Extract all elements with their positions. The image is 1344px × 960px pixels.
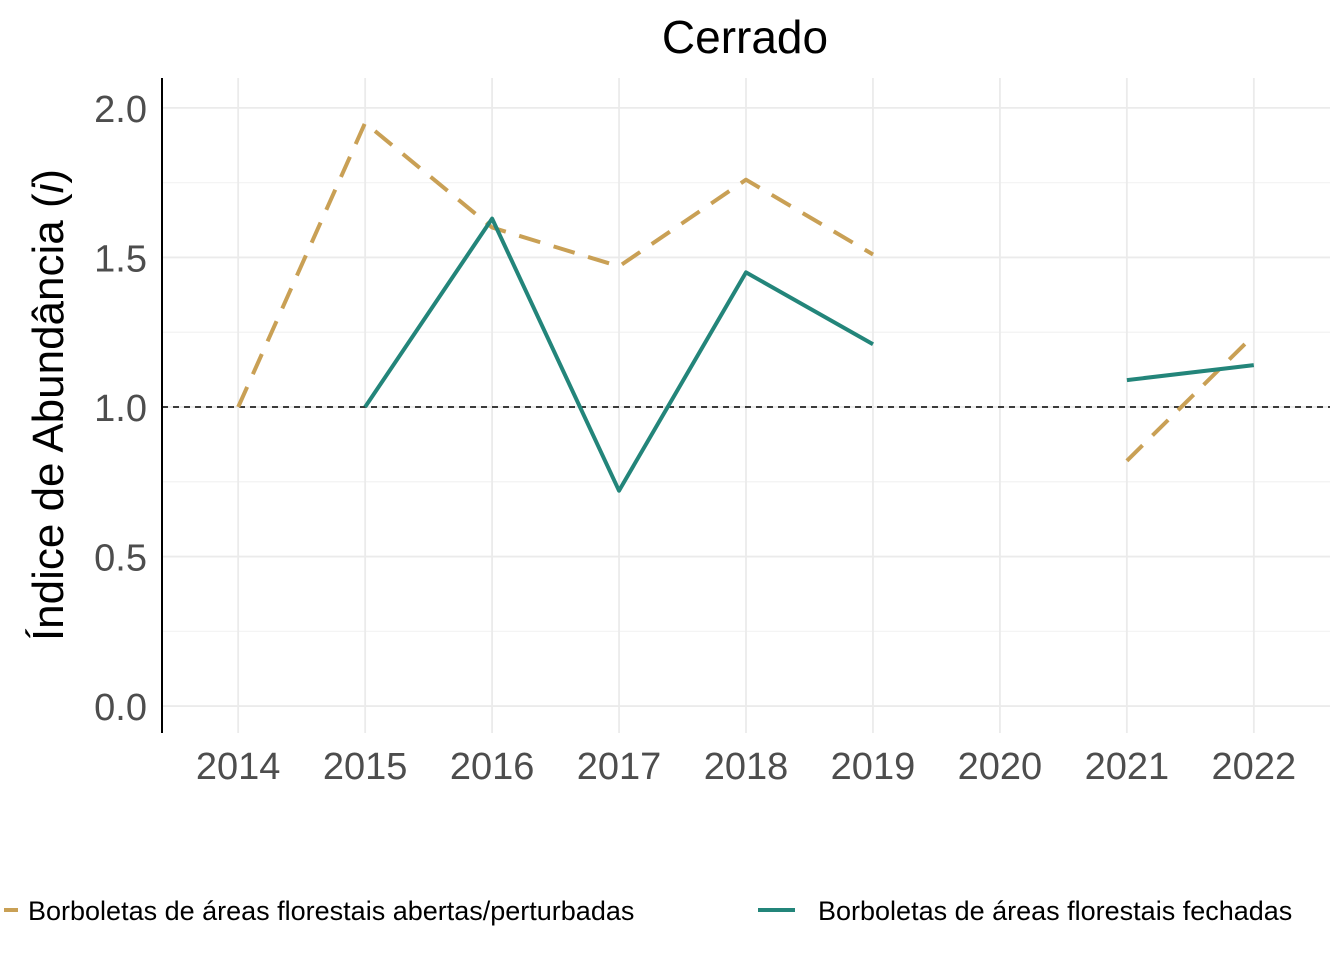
- x-tick-label: 2018: [704, 746, 789, 788]
- x-tick-label: 2019: [831, 746, 916, 788]
- legend: Borboletas de áreas florestais abertas/p…: [4, 896, 1292, 926]
- series-line-closed: [363, 216, 874, 493]
- y-tick-label: 0.5: [94, 538, 147, 580]
- series-line-open: [236, 120, 875, 408]
- y-axis-title-italic: i: [24, 182, 73, 193]
- y-axis-title-end: ): [24, 169, 73, 184]
- x-tick-label: 2021: [1085, 746, 1170, 788]
- y-tick-label: 0.0: [94, 687, 147, 729]
- x-axis-ticks: 2014 2015 2016 2017 2018 2019 2020 2021 2022: [196, 746, 1296, 788]
- legend-label-open: Borboletas de áreas florestais abertas/p…: [28, 896, 634, 926]
- x-tick-label: 2016: [450, 746, 535, 788]
- y-axis-title-main: Índice de Abundância (: [24, 193, 73, 641]
- x-tick-label: 2015: [323, 746, 408, 788]
- major-gridlines: [162, 78, 1330, 733]
- y-axis-title: Índice de Abundância (i): [24, 169, 73, 641]
- x-tick-label: 2017: [577, 746, 662, 788]
- chart-title: Cerrado: [662, 11, 828, 63]
- y-tick-label: 1.5: [94, 238, 147, 280]
- series-line-open: [1125, 333, 1256, 463]
- y-tick-label: 2.0: [94, 89, 147, 131]
- series-lines: [236, 120, 1256, 493]
- x-tick-label: 2022: [1212, 746, 1297, 788]
- y-tick-label: 1.0: [94, 388, 147, 430]
- y-axis-ticks: 0.0 0.5 1.0 1.5 2.0: [94, 89, 147, 729]
- legend-label-closed: Borboletas de áreas florestais fechadas: [818, 896, 1292, 926]
- x-tick-label: 2014: [196, 746, 281, 788]
- series-line-closed: [1126, 363, 1255, 383]
- x-tick-label: 2020: [958, 746, 1043, 788]
